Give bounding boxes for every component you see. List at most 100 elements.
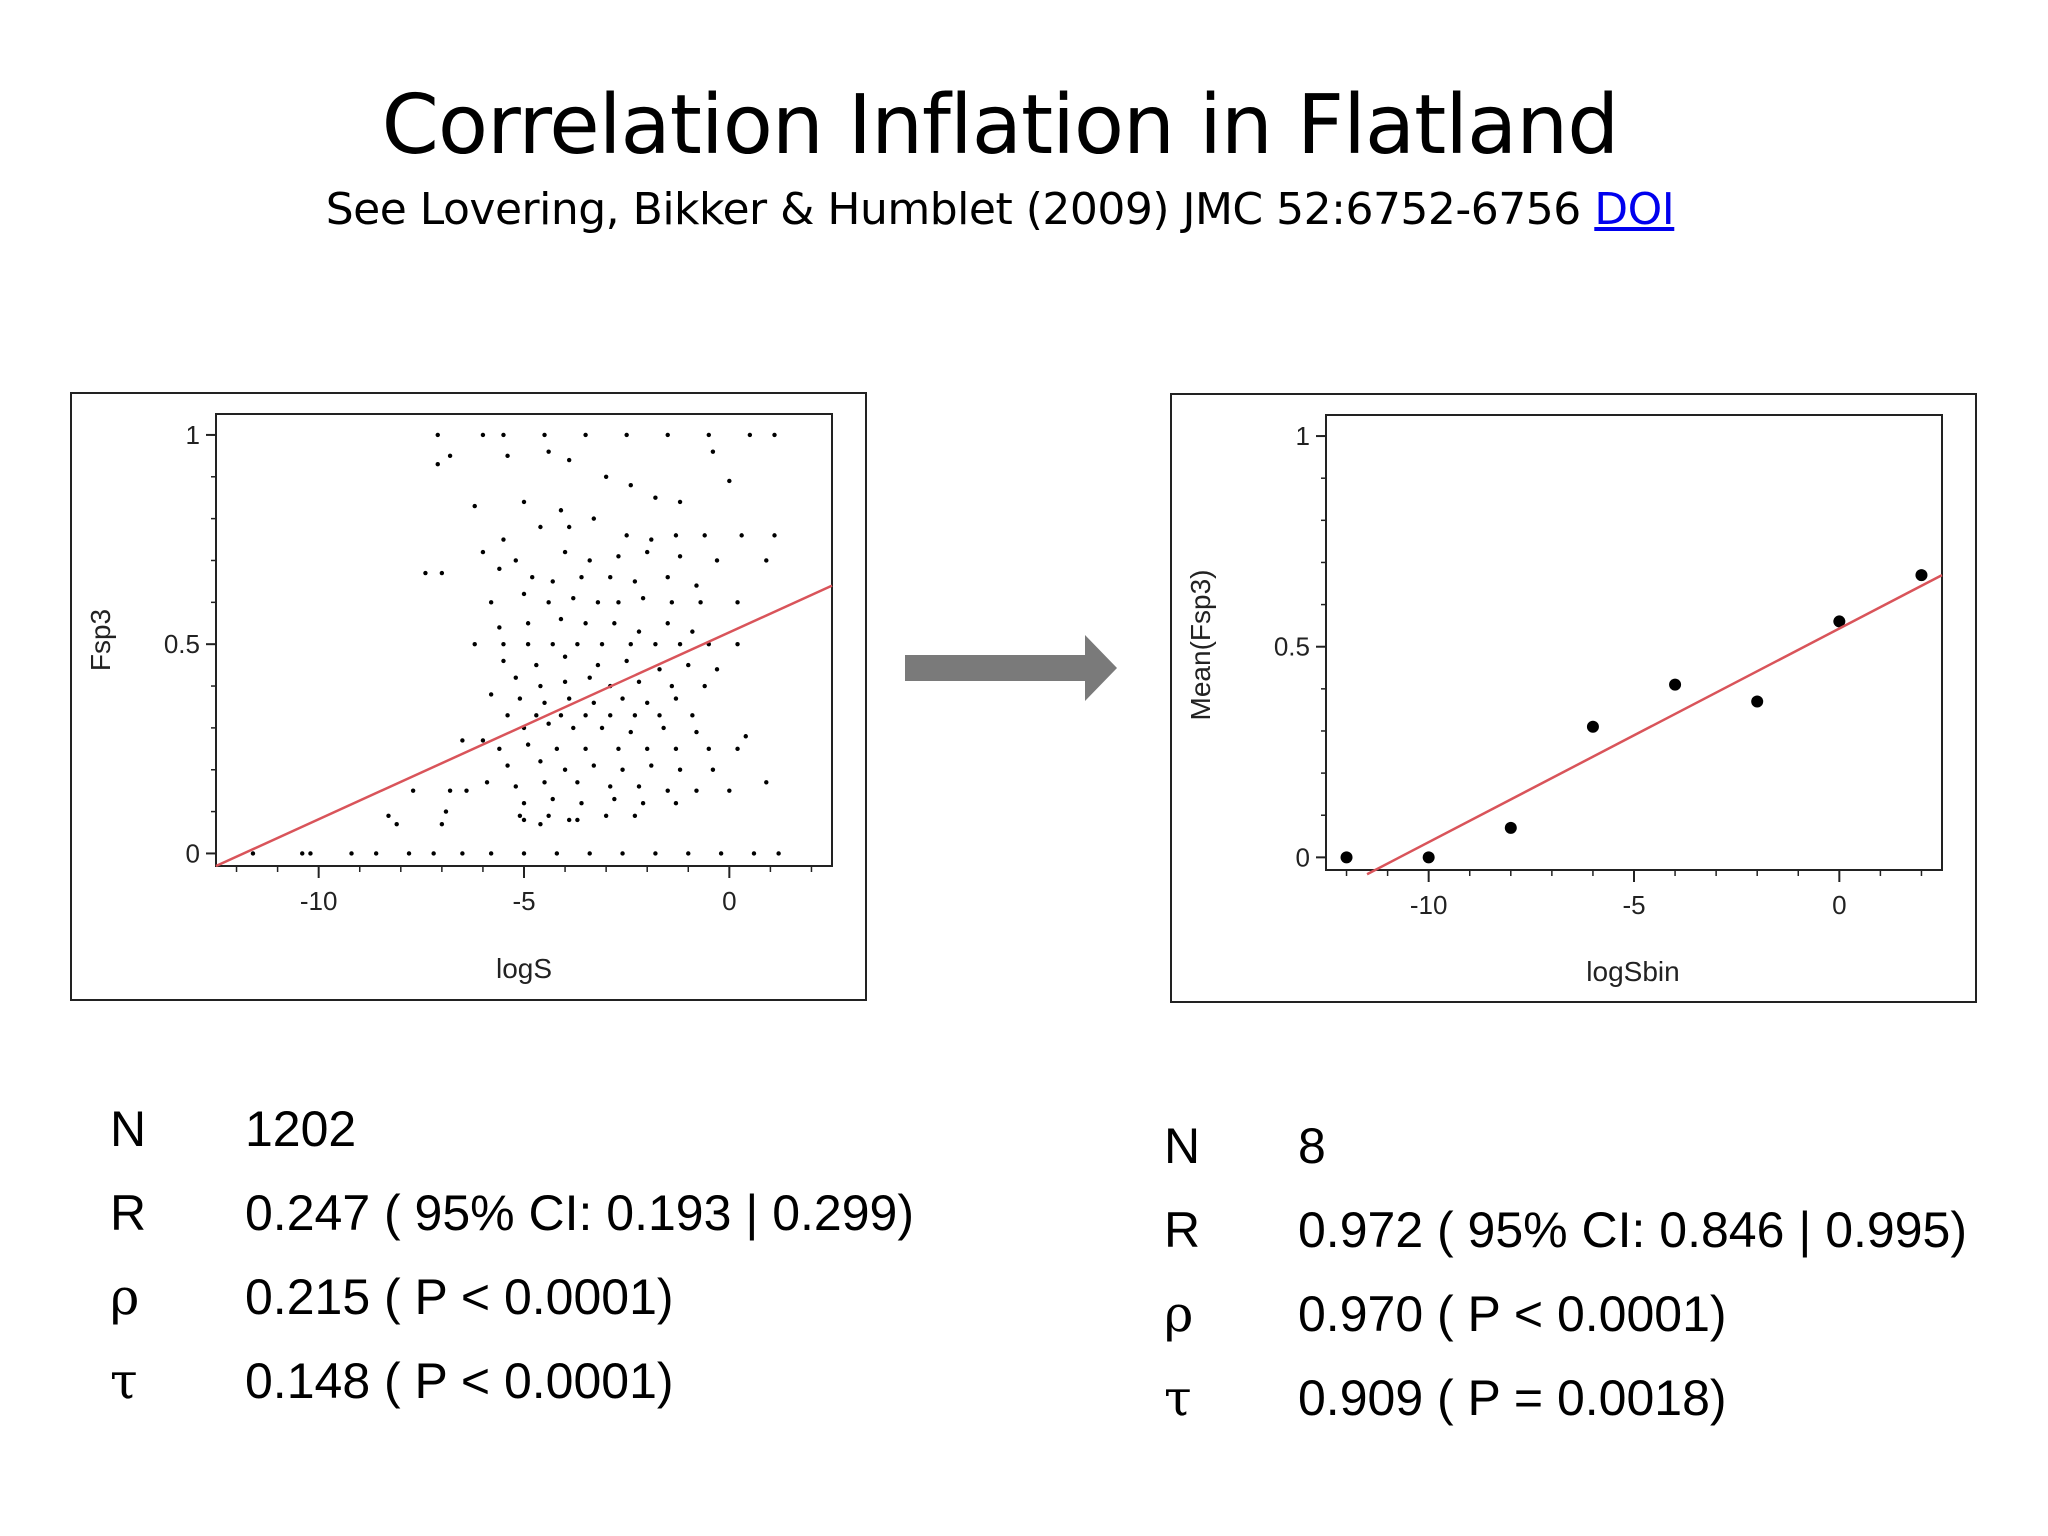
- data-point: [575, 641, 580, 647]
- data-point: [546, 721, 551, 726]
- data-point: [546, 600, 551, 605]
- data-point: [472, 641, 477, 647]
- data-point: [632, 579, 638, 584]
- data-point: [464, 788, 469, 793]
- y-tick-label: 0.5: [1274, 632, 1310, 662]
- data-point: [591, 516, 597, 521]
- data-point: [599, 641, 605, 647]
- data-point: [562, 679, 568, 685]
- data-point: [628, 482, 633, 488]
- y-tick-label: 0: [1296, 842, 1310, 872]
- data-point: [690, 629, 695, 634]
- data-point: [1751, 695, 1764, 708]
- data-point: [583, 621, 588, 626]
- data-point: [735, 600, 740, 605]
- data-point: [727, 478, 732, 484]
- data-point: [550, 796, 555, 802]
- data-point: [521, 851, 527, 856]
- data-point: [562, 549, 568, 555]
- data-point: [673, 801, 679, 806]
- data-point: [534, 713, 539, 718]
- data-point: [517, 696, 523, 701]
- data-point: [435, 462, 440, 467]
- citation-text: See Lovering, Bikker & Humblet (2009) JM…: [325, 184, 1582, 235]
- data-point: [624, 658, 629, 664]
- data-point: [665, 432, 670, 438]
- data-point: [661, 725, 666, 731]
- data-point: [480, 549, 486, 555]
- data-point: [645, 746, 650, 752]
- doi-link[interactable]: DOI: [1594, 184, 1675, 235]
- data-point: [764, 558, 769, 563]
- data-point: [538, 524, 543, 530]
- stat-label: N: [110, 1101, 147, 1157]
- data-point: [694, 583, 699, 588]
- data-point: [677, 641, 683, 647]
- stat-value: 0.970 ( P < 0.0001): [1298, 1286, 1727, 1342]
- data-point: [513, 558, 518, 563]
- data-point: [550, 641, 555, 647]
- data-points: [250, 432, 781, 856]
- stat-value: 0.148 ( P < 0.0001): [245, 1353, 674, 1409]
- data-point: [624, 533, 629, 538]
- data-point: [714, 667, 720, 672]
- data-point: [505, 713, 510, 718]
- data-point: [694, 729, 699, 735]
- data-point: [677, 499, 683, 505]
- data-point: [497, 566, 502, 572]
- data-points: [1340, 569, 1928, 864]
- data-point: [645, 549, 650, 555]
- data-point: [538, 821, 543, 827]
- data-point: [513, 784, 518, 789]
- data-point: [1586, 720, 1599, 733]
- data-point: [673, 696, 679, 701]
- data-point: [649, 763, 654, 768]
- x-tick-label: -10: [1410, 890, 1448, 920]
- data-point: [612, 796, 617, 802]
- x-tick-label: -5: [512, 886, 535, 916]
- right-arrow-icon: [905, 635, 1117, 701]
- data-point: [764, 780, 769, 785]
- data-point: [587, 851, 592, 856]
- data-point: [460, 738, 465, 743]
- stat-value: 0.972 ( 95% CI: 0.846 | 0.995): [1298, 1202, 1967, 1258]
- data-point: [653, 495, 658, 500]
- data-point: [431, 851, 436, 856]
- x-axis: -10 -5 0: [1345, 870, 1923, 920]
- data-point: [603, 813, 609, 818]
- data-point: [673, 533, 679, 538]
- data-point: [546, 813, 551, 818]
- data-point: [566, 524, 572, 530]
- data-point: [521, 591, 527, 597]
- data-point: [673, 746, 679, 752]
- data-point: [538, 759, 543, 764]
- data-point: [566, 817, 572, 823]
- data-point: [546, 449, 551, 454]
- data-point: [657, 713, 662, 718]
- stat-label: ρ: [1164, 1285, 1194, 1343]
- data-point: [718, 851, 724, 856]
- data-point: [612, 621, 617, 626]
- data-point: [1504, 821, 1517, 834]
- plot-area: [1325, 414, 1943, 871]
- x-axis-label: logSbin: [1586, 956, 1679, 987]
- data-point: [751, 851, 757, 856]
- data-point: [558, 508, 564, 513]
- data-point: [640, 801, 646, 806]
- data-point: [501, 658, 506, 664]
- data-point: [583, 713, 588, 718]
- data-point: [394, 821, 399, 827]
- data-point: [550, 579, 555, 584]
- data-point: [386, 813, 391, 818]
- data-point: [554, 746, 560, 752]
- data-point: [501, 432, 506, 438]
- data-point: [628, 729, 633, 735]
- data-point: [447, 453, 453, 459]
- data-point: [308, 851, 313, 856]
- data-point: [439, 570, 445, 576]
- stat-label: R: [110, 1185, 147, 1241]
- data-point: [554, 851, 560, 856]
- data-point: [739, 533, 744, 538]
- x-tick-label: 0: [722, 886, 736, 916]
- data-point: [702, 683, 707, 689]
